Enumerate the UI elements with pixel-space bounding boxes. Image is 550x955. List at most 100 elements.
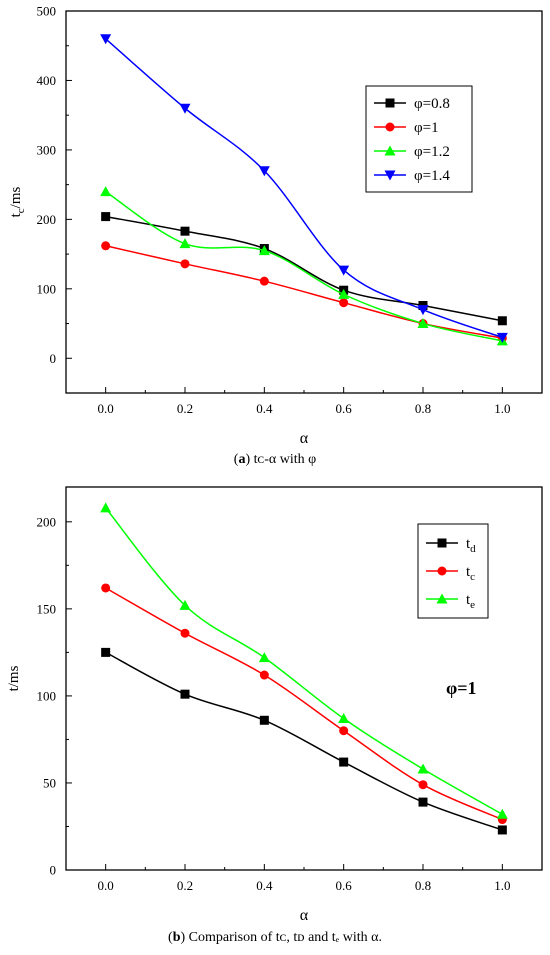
chart-a-series-line-2 bbox=[105, 190, 503, 342]
chart-b-legend-marker bbox=[436, 593, 448, 604]
chart-a-data-point-3 bbox=[417, 305, 429, 316]
chart-b-y-axis-label: t/ms bbox=[6, 665, 22, 691]
chart-a-y-axis-label: tc/ms bbox=[8, 186, 27, 217]
caption-b: (b) Comparison of tᴄ, tᴅ and tₑ with α. bbox=[0, 930, 550, 946]
chart-b-x-tick-label: 0.0 bbox=[98, 878, 114, 893]
chart-a-legend-label-main: φ=1.2 bbox=[414, 144, 450, 160]
chart-b-data-point-2 bbox=[417, 763, 429, 774]
chart-b-x-tick-label: 1.0 bbox=[494, 878, 510, 893]
chart-a-x-tick-label: 0.2 bbox=[177, 401, 193, 416]
chart-b-y-tick-label: 150 bbox=[37, 601, 57, 616]
chart-a-series-line-1 bbox=[105, 245, 503, 339]
caption-b-open: ( bbox=[168, 930, 173, 945]
chart-a-legend-marker bbox=[385, 98, 395, 108]
chart-a-y-tick-label: 300 bbox=[37, 142, 57, 157]
chart-a-legend-label: φ=1.4 bbox=[414, 168, 450, 184]
chart-b-x-tick-label: 0.8 bbox=[415, 878, 431, 893]
chart-b-data-point-2 bbox=[179, 599, 191, 610]
chart-a-data-point-2 bbox=[338, 288, 350, 299]
chart-a-y-tick-label: 0 bbox=[50, 351, 57, 366]
chart-a-data-point-3 bbox=[496, 332, 508, 343]
chart-a-data-point-3 bbox=[100, 34, 112, 45]
chart-a-series-line-0 bbox=[105, 215, 503, 322]
chart-b-data-point-1 bbox=[180, 628, 190, 638]
chart-b-x-tick-label: 0.4 bbox=[256, 878, 273, 893]
caption-b-label: b bbox=[172, 930, 181, 945]
chart-b-data-point-0 bbox=[418, 797, 428, 807]
caption-a-text: ) tᴄ-α with φ bbox=[245, 452, 317, 467]
chart-b-legend-label-main: t bbox=[466, 536, 471, 552]
chart-a-legend-label: φ=1 bbox=[414, 120, 439, 136]
chart-a-data-point-3 bbox=[179, 103, 191, 114]
chart-b-legend-marker bbox=[437, 566, 447, 576]
chart-a-data-point-0 bbox=[101, 212, 111, 222]
chart-a-legend-marker bbox=[384, 170, 396, 181]
chart-a-data-point-3 bbox=[338, 265, 350, 276]
chart-a-x-tick-label: 0.0 bbox=[98, 401, 114, 416]
chart-a-series-line-3 bbox=[105, 38, 503, 339]
chart-a-x-tick-label: 0.8 bbox=[415, 401, 431, 416]
chart-a-data-point-1 bbox=[339, 298, 349, 308]
chart-a-y-tick-label: 200 bbox=[37, 212, 57, 227]
caption-a-open: ( bbox=[233, 452, 239, 467]
chart-a-data-point-1 bbox=[101, 241, 111, 251]
chart-b-data-point-1 bbox=[418, 780, 428, 790]
chart-a-legend-label-main: φ=1 bbox=[414, 120, 439, 136]
chart-a-x-axis-label: α bbox=[300, 430, 309, 447]
chart-a-x-tick-label: 0.4 bbox=[256, 401, 273, 416]
chart-b-data-point-2 bbox=[100, 502, 112, 513]
chart-b-series-line-0 bbox=[105, 651, 503, 831]
chart-a-data-point-2 bbox=[179, 238, 191, 249]
chart-a-data-point-2 bbox=[417, 318, 429, 329]
chart-a-x-tick-label: 0.6 bbox=[336, 401, 353, 416]
chart-a-legend-label: φ=0.8 bbox=[414, 96, 450, 112]
chart-a-legend-marker bbox=[385, 122, 395, 132]
chart-b-legend-label: td bbox=[466, 536, 476, 555]
caption-a: (a) tᴄ-α with φ bbox=[0, 452, 550, 468]
chart-a-legend-label-main: φ=1.4 bbox=[414, 168, 450, 184]
chart-a-data-point-3 bbox=[258, 166, 270, 177]
chart-a-x-tick-label: 1.0 bbox=[494, 401, 510, 416]
chart-b-legend-label: tc bbox=[466, 564, 475, 583]
chart-b-x-tick-label: 0.2 bbox=[177, 878, 193, 893]
chart-b-annotation: φ=1 bbox=[446, 678, 477, 698]
chart-b-legend-label: te bbox=[466, 592, 475, 611]
chart-b-y-tick-label: 200 bbox=[37, 514, 57, 529]
chart-a-y-tick-label: 500 bbox=[37, 4, 57, 19]
chart-b-x-tick-label: 0.6 bbox=[336, 878, 353, 893]
chart-b-series-line-1 bbox=[105, 587, 503, 821]
chart-b-legend-label-sub: c bbox=[470, 571, 475, 583]
chart-b-data-point-0 bbox=[180, 689, 190, 699]
chart-b-legend-label-main: t bbox=[466, 564, 471, 580]
chart-a-data-point-2 bbox=[100, 186, 112, 197]
chart-a-y-axis-label-sub: c bbox=[15, 208, 27, 213]
chart-b-y-tick-label: 0 bbox=[50, 863, 57, 878]
chart-a-data-point-2 bbox=[258, 245, 270, 256]
chart-b-data-point-0 bbox=[497, 825, 507, 835]
chart-a: 0.0 0.2 0.4 0.6 0.8 1.0 0 100 200 300 400 500 α tc/ms… bbox=[8, 4, 543, 447]
chart-a-data-point-1 bbox=[259, 276, 269, 286]
chart-b-data-point-1 bbox=[259, 670, 269, 680]
chart-a-y-axis-label-unit: /ms bbox=[8, 186, 24, 208]
chart-b-x-axis-label: α bbox=[300, 907, 309, 924]
caption-b-text: ) Comparison of tᴄ, tᴅ and tₑ with α. bbox=[180, 930, 382, 945]
chart-b-data-point-2 bbox=[258, 652, 270, 663]
chart-b-data-point-0 bbox=[339, 757, 349, 767]
chart-b-data-point-2 bbox=[338, 713, 350, 724]
chart-a-plot-frame bbox=[65, 10, 543, 394]
chart-a-data-point-0 bbox=[180, 226, 190, 236]
chart-a-data-point-0 bbox=[497, 316, 507, 326]
chart-a-legend-label-main: φ=0.8 bbox=[414, 96, 450, 112]
chart-b-data-point-1 bbox=[101, 583, 111, 593]
chart-b-data-point-1 bbox=[339, 726, 349, 736]
chart-b-legend-label-sub: e bbox=[470, 599, 475, 611]
chart-b-data-point-0 bbox=[259, 715, 269, 725]
chart-b-data-point-0 bbox=[101, 647, 111, 657]
chart-a-y-axis-label-main: t bbox=[8, 212, 24, 217]
chart-b-y-tick-label: 50 bbox=[43, 775, 56, 790]
chart-b-legend-label-main: t bbox=[466, 592, 471, 608]
chart-a-legend-marker bbox=[384, 145, 396, 156]
chart-b-y-axis-label-main: t/ms bbox=[6, 665, 22, 691]
chart-a-legend-label: φ=1.2 bbox=[414, 144, 450, 160]
